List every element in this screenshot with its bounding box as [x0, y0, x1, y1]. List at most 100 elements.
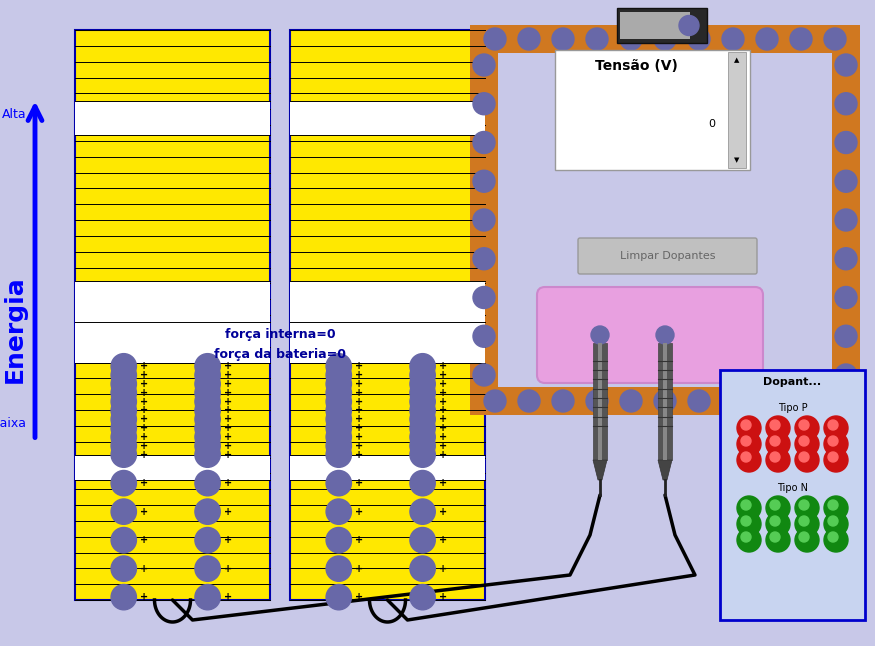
- Circle shape: [828, 452, 838, 462]
- Bar: [728, 52, 746, 168]
- Bar: [620, 12, 690, 39]
- Text: +: +: [140, 406, 149, 415]
- Circle shape: [688, 390, 710, 412]
- Circle shape: [722, 28, 744, 50]
- Bar: [290, 30, 485, 600]
- Circle shape: [410, 380, 435, 406]
- Text: +: +: [439, 397, 447, 406]
- Circle shape: [828, 500, 838, 510]
- Circle shape: [737, 496, 761, 520]
- Text: Tipo P: Tipo P: [778, 403, 808, 413]
- Text: +: +: [439, 423, 447, 433]
- Text: +: +: [439, 361, 447, 371]
- Text: +: +: [439, 506, 447, 517]
- Bar: [555, 50, 750, 170]
- Text: +: +: [439, 379, 447, 389]
- Circle shape: [766, 448, 790, 472]
- Circle shape: [195, 556, 220, 581]
- Circle shape: [111, 442, 136, 467]
- Bar: [598, 343, 602, 460]
- Circle shape: [770, 436, 780, 446]
- Text: +: +: [140, 450, 149, 460]
- Text: +: +: [355, 379, 363, 389]
- Circle shape: [828, 420, 838, 430]
- Text: +: +: [224, 432, 233, 442]
- Circle shape: [770, 420, 780, 430]
- Bar: [658, 343, 672, 460]
- Circle shape: [410, 585, 435, 610]
- Text: +: +: [439, 478, 447, 488]
- Text: +: +: [140, 397, 149, 406]
- Circle shape: [770, 516, 780, 526]
- Circle shape: [835, 209, 857, 231]
- Circle shape: [326, 389, 352, 414]
- Circle shape: [835, 286, 857, 309]
- Circle shape: [824, 390, 846, 412]
- Circle shape: [473, 54, 495, 76]
- Text: +: +: [439, 450, 447, 460]
- Bar: [593, 343, 607, 460]
- Text: +: +: [224, 441, 233, 451]
- Circle shape: [410, 442, 435, 467]
- Text: +: +: [439, 406, 447, 415]
- Circle shape: [824, 496, 848, 520]
- Circle shape: [620, 28, 642, 50]
- Circle shape: [835, 93, 857, 115]
- Circle shape: [799, 516, 809, 526]
- Circle shape: [326, 433, 352, 459]
- Text: +: +: [224, 397, 233, 406]
- Text: Dopant...: Dopant...: [763, 377, 822, 387]
- Circle shape: [195, 353, 220, 379]
- Circle shape: [473, 325, 495, 348]
- Circle shape: [111, 398, 136, 423]
- Circle shape: [410, 433, 435, 459]
- Circle shape: [326, 371, 352, 397]
- Text: +: +: [224, 450, 233, 460]
- Circle shape: [770, 452, 780, 462]
- Circle shape: [473, 132, 495, 154]
- Circle shape: [591, 326, 609, 344]
- Bar: [290, 455, 485, 480]
- Text: +: +: [224, 379, 233, 389]
- Text: +: +: [224, 478, 233, 488]
- Circle shape: [799, 420, 809, 430]
- Circle shape: [737, 448, 761, 472]
- Text: Tipo N: Tipo N: [777, 483, 808, 493]
- Circle shape: [410, 398, 435, 423]
- Text: +: +: [439, 414, 447, 424]
- Circle shape: [326, 362, 352, 388]
- Circle shape: [790, 28, 812, 50]
- Circle shape: [195, 398, 220, 423]
- Circle shape: [766, 496, 790, 520]
- Text: +: +: [439, 441, 447, 451]
- Text: +: +: [224, 388, 233, 398]
- Circle shape: [518, 28, 540, 50]
- Text: +: +: [439, 432, 447, 442]
- Circle shape: [656, 326, 674, 344]
- Circle shape: [326, 406, 352, 432]
- Polygon shape: [658, 460, 672, 480]
- Circle shape: [766, 416, 790, 440]
- Circle shape: [737, 416, 761, 440]
- Circle shape: [410, 499, 435, 525]
- Text: +: +: [140, 432, 149, 442]
- Bar: [75, 455, 270, 480]
- Circle shape: [799, 500, 809, 510]
- Circle shape: [824, 28, 846, 50]
- Circle shape: [828, 516, 838, 526]
- Circle shape: [737, 512, 761, 536]
- Circle shape: [410, 353, 435, 379]
- Circle shape: [111, 528, 136, 553]
- Text: +: +: [140, 361, 149, 371]
- Circle shape: [195, 424, 220, 450]
- Circle shape: [473, 248, 495, 270]
- Bar: [75, 101, 270, 136]
- Circle shape: [586, 390, 608, 412]
- Circle shape: [410, 406, 435, 432]
- Text: +: +: [140, 414, 149, 424]
- Circle shape: [824, 512, 848, 536]
- Circle shape: [552, 28, 574, 50]
- Bar: [498, 53, 832, 387]
- Text: +: +: [355, 397, 363, 406]
- Circle shape: [410, 389, 435, 414]
